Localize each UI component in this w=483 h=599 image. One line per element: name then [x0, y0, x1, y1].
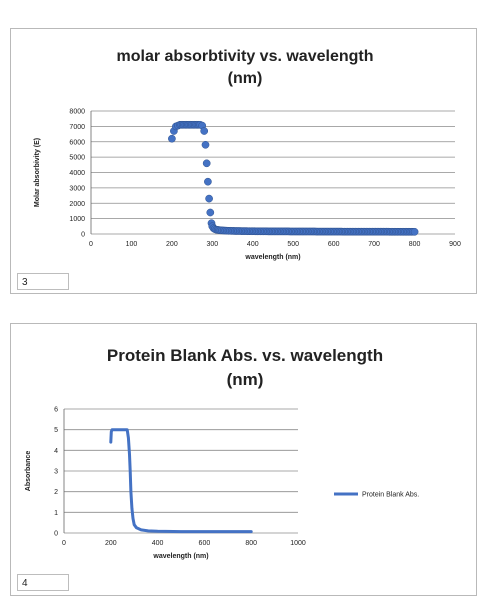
x-tick-label: 900 — [449, 241, 461, 248]
y-tick-label: 3000 — [69, 185, 85, 192]
x-tick-label: 0 — [62, 540, 66, 547]
y-tick-label: 1000 — [69, 216, 85, 223]
chart-panel-protein-blank: Protein Blank Abs. vs. wavelength (nm) 0 1 2… — [10, 323, 477, 596]
y-tick-label: 2 — [54, 489, 58, 496]
chart-panel-molar-absorbtivity: molar absorbtivity vs. wavelength (nm) 0 10… — [10, 28, 477, 294]
data-point — [204, 177, 212, 186]
figure-number-box[interactable]: 3 — [17, 273, 69, 290]
y-tick-label: 4 — [54, 448, 58, 455]
chart-title-line: Protein Blank Abs. vs. wavelength — [107, 346, 383, 365]
x-tick-label: 700 — [368, 241, 380, 248]
x-tick-label: 0 — [89, 241, 93, 248]
x-tick-label: 600 — [328, 241, 340, 248]
y-axis-label: Molar absorbivity (E) — [34, 138, 41, 207]
y-tick-label: 6 — [54, 407, 58, 414]
y-tick-label: 0 — [54, 531, 58, 538]
chart-title-line: (nm) — [228, 70, 263, 87]
data-point — [206, 208, 215, 217]
y-tick-label: 1 — [54, 510, 58, 517]
y-tick-label: 5000 — [69, 155, 85, 162]
data-point — [202, 159, 211, 168]
x-axis-label: wavelength (nm) — [244, 254, 300, 261]
x-tick-label: 200 — [166, 241, 178, 248]
data-point — [200, 127, 209, 135]
y-tick-label: 4000 — [69, 170, 85, 177]
x-axis-label: wavelength (nm) — [152, 553, 208, 560]
data-point — [205, 194, 213, 203]
y-axis-label: Absorbance — [25, 451, 32, 492]
y-tick-label: 2000 — [69, 201, 85, 208]
x-tick-label: 800 — [409, 241, 421, 248]
y-tick-label: 5 — [54, 427, 58, 434]
data-point — [410, 227, 419, 236]
x-tick-label: 800 — [245, 540, 257, 547]
chart-svg-molar-absorbtivity: molar absorbtivity vs. wavelength (nm) 0 10… — [34, 48, 461, 261]
data-point — [201, 140, 210, 149]
chart-title-line: (nm) — [227, 370, 264, 389]
x-tick-label: 200 — [105, 540, 117, 547]
y-tick-label: 8000 — [69, 109, 85, 116]
y-tick-label: 3 — [54, 469, 58, 476]
data-point — [168, 134, 176, 143]
y-tick-label: 7000 — [69, 124, 85, 131]
x-tick-label: 400 — [152, 540, 164, 547]
y-tick-label: 6000 — [69, 139, 85, 146]
x-tick-label: 600 — [199, 540, 211, 547]
x-tick-label: 1000 — [290, 540, 306, 547]
y-tick-label: 0 — [81, 232, 85, 239]
x-tick-label: 500 — [287, 241, 299, 248]
legend-label: Protein Blank Abs. — [362, 492, 419, 499]
chart-svg-protein-blank: Protein Blank Abs. vs. wavelength (nm) 0 1 2… — [25, 346, 419, 560]
x-tick-label: 300 — [206, 241, 218, 248]
series-line — [109, 428, 253, 534]
figure-number-box[interactable]: 4 — [17, 574, 69, 591]
x-tick-label: 100 — [126, 241, 138, 248]
chart-title-line: molar absorbtivity vs. wavelength — [117, 48, 374, 65]
x-tick-label: 400 — [247, 241, 259, 248]
